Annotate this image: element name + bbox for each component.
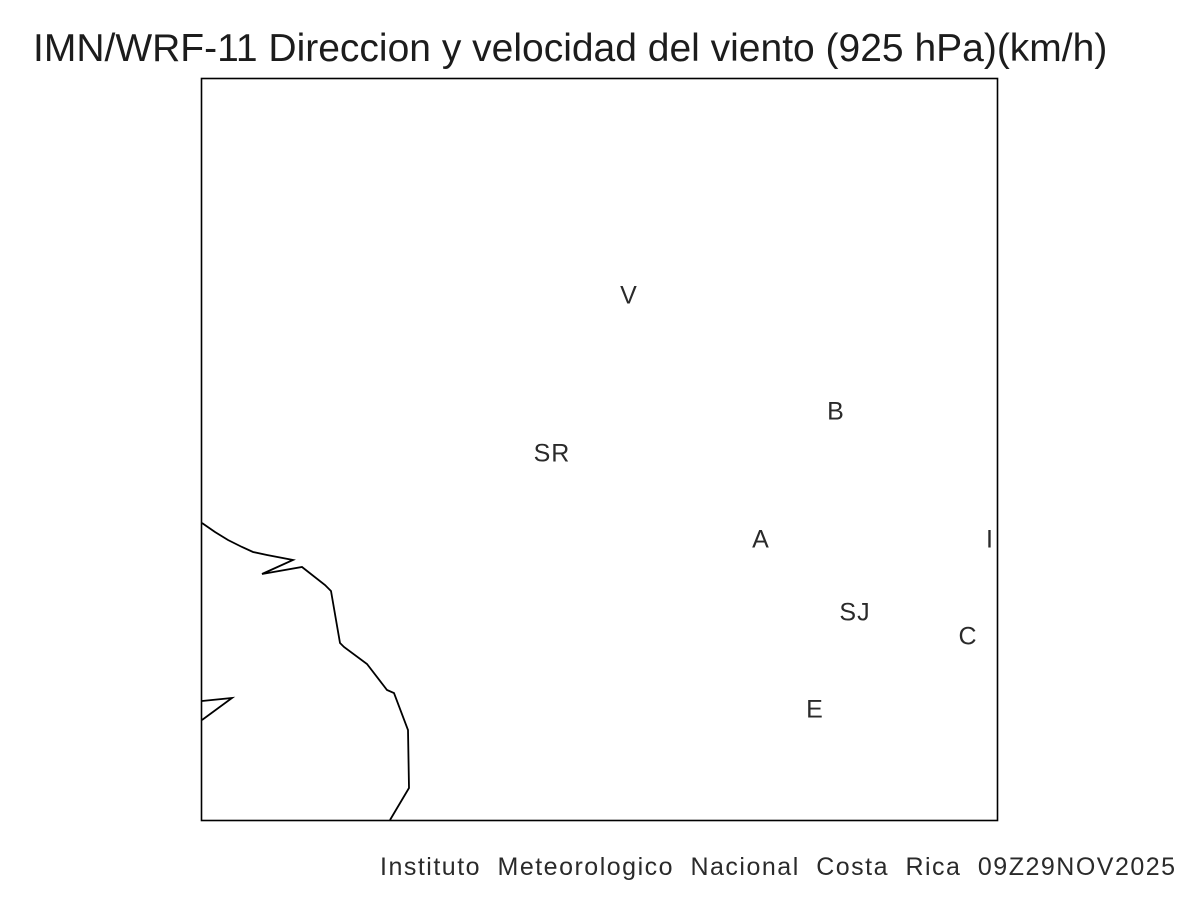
station-label-a: A: [752, 525, 770, 554]
footer-caption: Instituto Meteorologico Nacional Costa R…: [380, 853, 1177, 881]
station-label-i: I: [986, 525, 994, 554]
station-label-b: B: [827, 397, 845, 426]
station-label-v: V: [620, 281, 638, 310]
coastline-peninsula-inlet: [201, 696, 236, 721]
station-label-sr: SR: [533, 439, 571, 468]
station-label-sj: SJ: [839, 598, 871, 627]
page-title: IMN/WRF-11 Direccion y velocidad del vie…: [33, 27, 1108, 70]
map-frame-border: [200, 77, 999, 822]
station-label-c: C: [958, 622, 978, 651]
coastline-group: [201, 522, 410, 821]
station-label-e: E: [806, 695, 824, 724]
coastline-pacific-coast: [201, 522, 410, 821]
